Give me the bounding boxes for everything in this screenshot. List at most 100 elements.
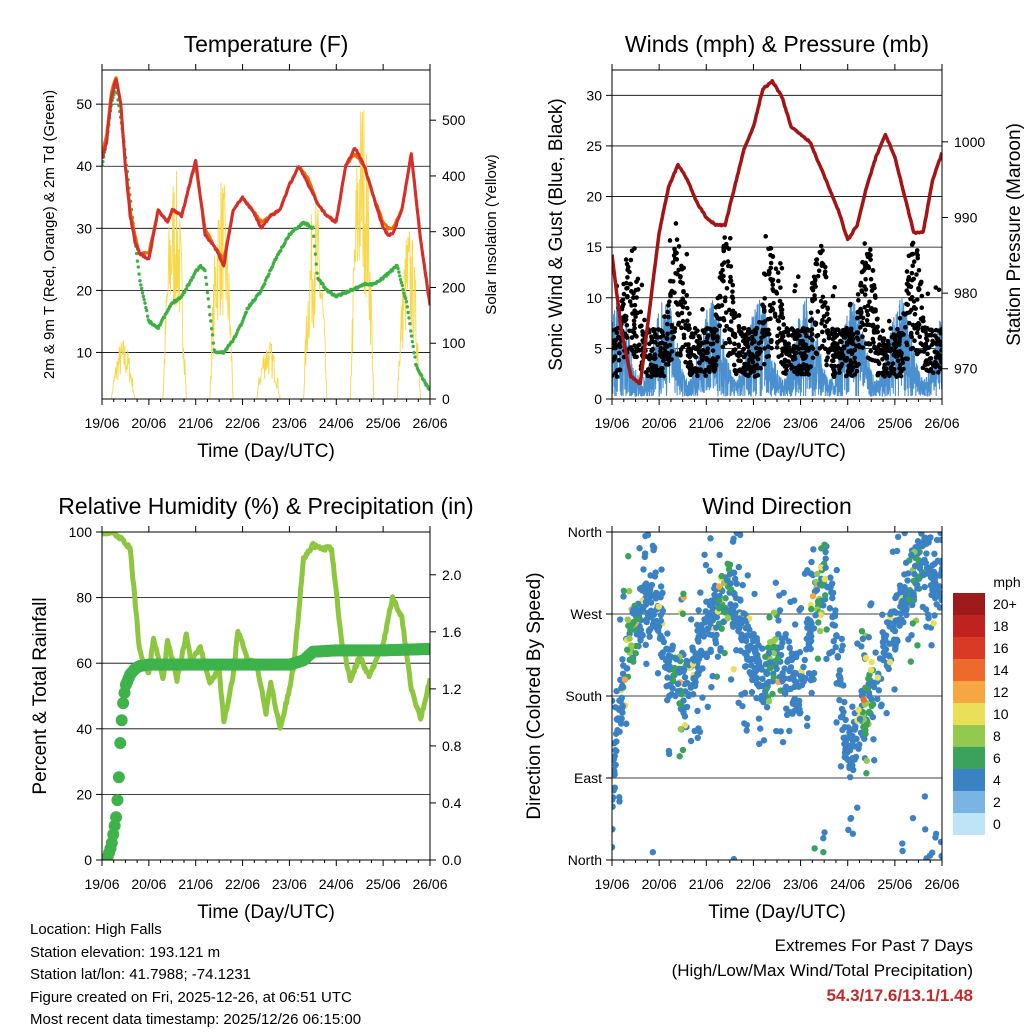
gust-point <box>759 335 764 340</box>
gust-point <box>872 344 877 350</box>
wind-direction-point <box>909 601 916 609</box>
gust-point <box>904 340 909 345</box>
gust-point <box>909 270 915 276</box>
wind-direction-point <box>717 645 724 652</box>
wind-direction-point <box>625 553 632 560</box>
wind-direction-point <box>776 592 783 599</box>
wind-direction-point <box>879 611 886 618</box>
x-tick-label: 21/06 <box>178 876 213 892</box>
wind-direction-point <box>763 704 771 711</box>
wind-direction-point <box>646 633 653 640</box>
gust-point <box>881 336 887 341</box>
x-axis-label: Time (Day/UTC) <box>708 902 846 923</box>
wind-direction-point <box>683 703 691 711</box>
wind-direction-point <box>770 649 778 657</box>
gust-point <box>761 304 767 310</box>
gust-point <box>865 263 871 269</box>
wind-direction-point <box>846 729 853 736</box>
gust-point <box>727 235 733 241</box>
gust-point <box>812 320 818 325</box>
gust-point <box>615 326 620 331</box>
gust-point <box>758 365 763 371</box>
plot-area <box>102 76 430 399</box>
gust-point <box>766 327 771 333</box>
gust-point <box>895 358 901 364</box>
gust-point <box>768 260 774 266</box>
wind-direction-point <box>679 746 687 754</box>
gust-point <box>915 326 921 332</box>
gust-point <box>819 321 824 326</box>
gust-point <box>843 373 849 379</box>
wind-direction-point <box>643 616 650 623</box>
gust-point <box>662 349 668 355</box>
gust-point <box>710 348 716 353</box>
wind-direction-point <box>659 635 666 642</box>
gust-point <box>908 296 913 302</box>
wind-direction-point <box>841 698 848 706</box>
dewpoint-point <box>405 305 410 309</box>
wind-direction-point <box>904 570 912 577</box>
gust-point <box>857 309 863 315</box>
gust-point <box>647 352 653 358</box>
gust-point <box>724 323 729 329</box>
gust-point <box>696 344 702 350</box>
gust-point <box>666 356 671 362</box>
gust-point <box>616 350 622 356</box>
wind-direction-point <box>826 605 833 612</box>
y-tick-label: East <box>574 770 602 786</box>
gust-point <box>831 354 837 359</box>
gust-point <box>810 355 816 361</box>
wind-direction-point <box>883 709 890 717</box>
gust-point <box>635 287 641 292</box>
gust-point <box>691 353 697 358</box>
gust-point <box>928 355 934 361</box>
dewpoint-point <box>427 387 430 391</box>
wind-direction-point <box>929 571 936 579</box>
wind-direction-point <box>724 614 732 622</box>
gust-point <box>614 374 620 379</box>
gust-point <box>649 368 655 374</box>
dewpoint-point <box>145 308 149 313</box>
gust-point <box>840 331 846 336</box>
gust-point <box>934 336 940 341</box>
wind-direction-point <box>795 701 803 709</box>
gust-point <box>639 323 644 329</box>
wind-direction-point <box>787 598 794 606</box>
gust-point <box>920 328 926 333</box>
wind-direction-point <box>733 532 741 537</box>
y2-tick-label: 100 <box>442 335 466 351</box>
wind-direction-point <box>664 630 671 637</box>
wind-direction-point <box>880 642 887 650</box>
gust-point <box>925 338 930 343</box>
wind-direction-point <box>782 630 789 638</box>
gust-point <box>634 295 639 300</box>
y2-tick-label: 0.4 <box>442 795 462 811</box>
wind-direction-point <box>628 655 635 663</box>
wind-direction-point <box>626 587 633 595</box>
gust-point <box>777 298 783 304</box>
gust-point <box>730 289 735 294</box>
wind-direction-point <box>767 659 774 666</box>
wind-direction-point <box>837 681 844 688</box>
wind-direction-point <box>733 647 740 654</box>
colorbar-label: 16 <box>993 640 1009 656</box>
wind-direction-point <box>716 551 723 559</box>
wind-direction-point <box>829 594 836 602</box>
gust-point <box>730 299 736 305</box>
gust-point <box>815 273 821 279</box>
wind-direction-point <box>757 725 764 732</box>
gust-point <box>696 340 702 346</box>
wind-direction-point <box>650 544 658 551</box>
wind-direction-point <box>687 616 695 623</box>
gust-point <box>625 275 630 280</box>
wind-direction-point <box>739 581 746 589</box>
x-tick-label: 20/06 <box>131 415 166 431</box>
wind-direction-point <box>804 714 811 722</box>
wind-direction-point <box>932 834 939 841</box>
wind-direction-point <box>842 716 849 724</box>
y-tick-label: 0 <box>84 852 92 868</box>
wind-direction-point <box>841 723 848 731</box>
wind-direction-point <box>840 708 847 716</box>
gust-point <box>699 352 704 357</box>
gust-point <box>875 316 880 322</box>
